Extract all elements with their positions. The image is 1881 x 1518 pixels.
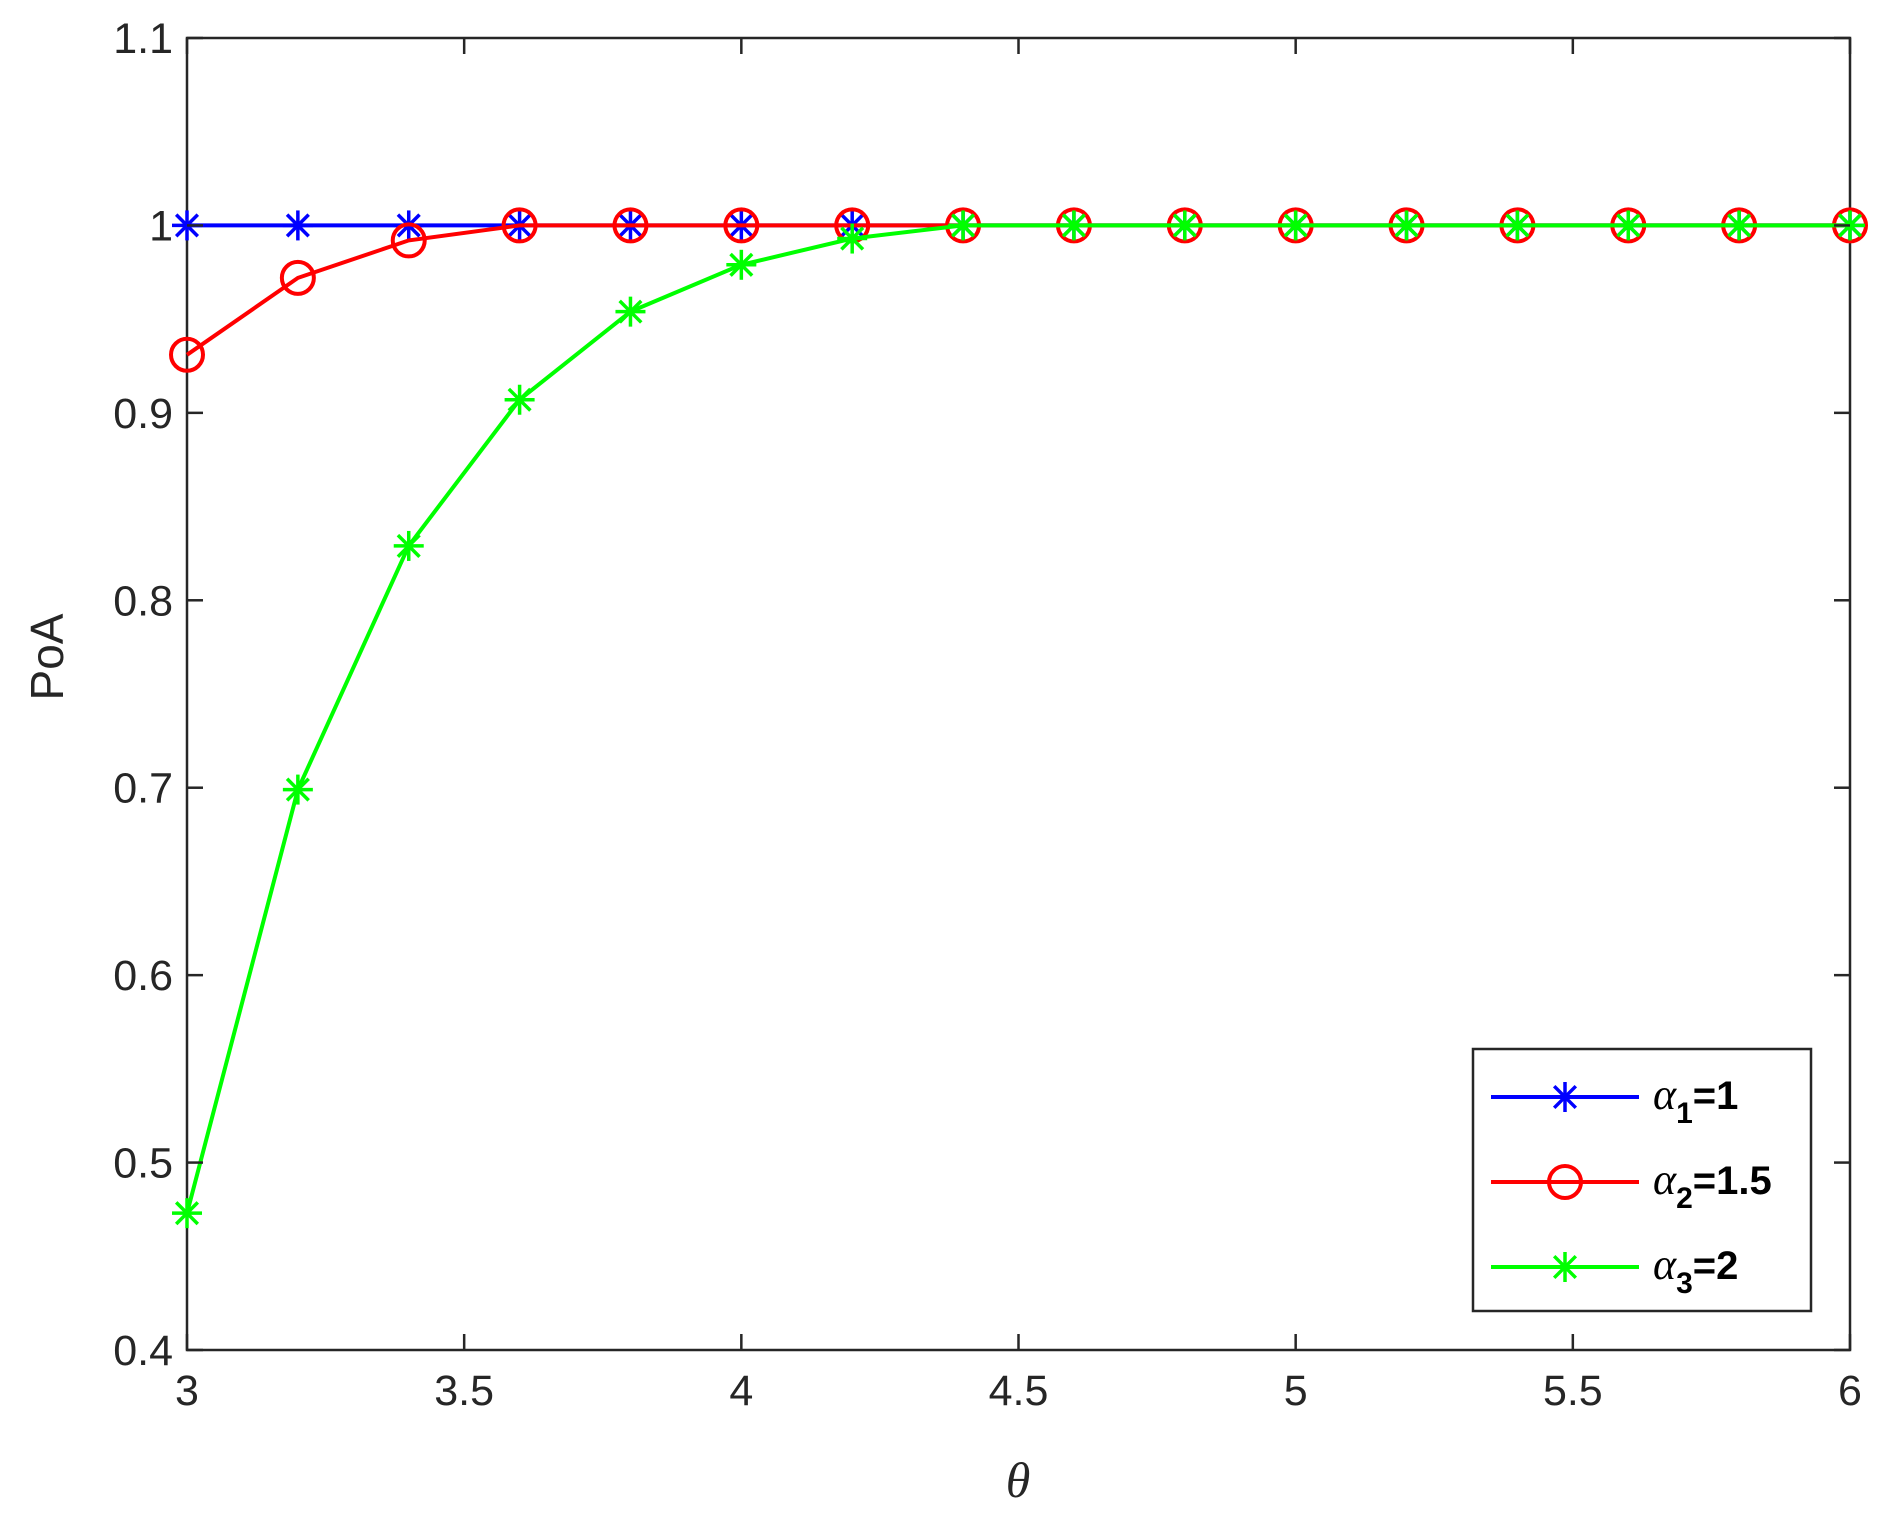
- y-axis-label: PoA: [21, 613, 73, 700]
- data-point: [1280, 210, 1311, 241]
- marker-stroke: [285, 213, 310, 238]
- marker-stroke: [507, 387, 532, 412]
- x-tick-label: 4.5: [989, 1367, 1049, 1415]
- y-tick-label: 1: [149, 202, 173, 250]
- legend-marker: [1550, 1252, 1580, 1282]
- marker-stroke: [1283, 213, 1308, 238]
- legend-item-3: α3=2: [1491, 1240, 1738, 1300]
- marker-stroke: [618, 299, 643, 324]
- marker-stroke: [1172, 213, 1197, 238]
- data-point: [948, 210, 979, 241]
- y-tick-label: 0.7: [113, 765, 173, 813]
- marker-stroke: [1727, 213, 1752, 238]
- data-point: [282, 774, 313, 805]
- data-point: [1058, 210, 1089, 241]
- data-point: [726, 249, 757, 280]
- legend-symbol: α: [1653, 1155, 1677, 1204]
- marker-stroke: [1552, 1254, 1578, 1280]
- legend-subscript: 1: [1676, 1097, 1693, 1130]
- y-tick-label: 1.1: [113, 15, 173, 63]
- data-point: [615, 296, 646, 327]
- data-point: [723, 207, 760, 244]
- legend-label: α3=2: [1653, 1240, 1738, 1300]
- data-point: [1169, 210, 1200, 241]
- legend-value: =1.5: [1693, 1159, 1772, 1203]
- data-point: [1502, 210, 1533, 241]
- axes-ticks: 3 3.5 4 4.5 5 5.5 6 0.4 0.5 0.6 0.7 0.8 0.9 1 1.1: [113, 15, 1862, 1415]
- marker-stroke: [951, 213, 976, 238]
- legend-value: =1: [1693, 1074, 1739, 1118]
- legend-symbol: α: [1653, 1070, 1677, 1119]
- data-point: [169, 336, 205, 373]
- x-axis-label: θ: [1006, 1452, 1031, 1508]
- data-point: [282, 210, 313, 241]
- data-point: [837, 223, 868, 254]
- marker-stroke: [840, 226, 865, 251]
- marker-stroke: [285, 777, 310, 802]
- data-point: [504, 384, 535, 415]
- data-point: [279, 259, 316, 296]
- legend-label: α1=1: [1653, 1070, 1738, 1130]
- data-point: [1613, 210, 1644, 241]
- data-point: [1724, 210, 1755, 241]
- legend-value: =2: [1693, 1244, 1739, 1288]
- marker-stroke: [1552, 1084, 1578, 1110]
- x-tick-label: 6: [1838, 1367, 1862, 1415]
- legend-subscript: 2: [1676, 1182, 1693, 1215]
- x-tick-label: 4: [729, 1367, 753, 1415]
- x-tick-label: 5: [1284, 1367, 1308, 1415]
- y-tick-label: 0.6: [113, 952, 173, 1000]
- legend-marker: [1547, 1164, 1583, 1200]
- x-tick-label: 5.5: [1543, 1367, 1603, 1415]
- series-layer: [169, 207, 1868, 1229]
- marker-stroke: [174, 1201, 200, 1226]
- data-point: [390, 222, 427, 259]
- y-tick-label: 0.4: [113, 1327, 173, 1375]
- marker-stroke: [729, 252, 754, 277]
- x-tick-label: 3.5: [434, 1367, 494, 1415]
- series-line: [185, 223, 1850, 1214]
- marker-stroke: [1061, 213, 1086, 238]
- marker-stroke: [1616, 213, 1641, 238]
- legend-marker: [1550, 1082, 1580, 1112]
- series-3: [172, 210, 1865, 1229]
- legend-subscript: 3: [1676, 1267, 1693, 1300]
- data-point: [1391, 210, 1422, 241]
- y-tick-label: 0.5: [113, 1140, 173, 1188]
- marker-stroke: [396, 533, 421, 558]
- x-tick-label: 3: [175, 1367, 199, 1415]
- data-point: [393, 530, 424, 561]
- marker-stroke: [1394, 213, 1419, 238]
- y-tick-label: 0.8: [113, 577, 173, 625]
- data-point: [172, 1198, 202, 1229]
- legend-symbol: α: [1653, 1240, 1677, 1289]
- y-tick-label: 0.9: [113, 390, 173, 438]
- legend: α1=1α2=1.5α3=2: [1471, 1047, 1813, 1313]
- marker-stroke: [1505, 213, 1530, 238]
- data-point: [501, 207, 538, 244]
- legend-label: α2=1.5: [1653, 1155, 1772, 1215]
- legend-item-1: α1=1: [1491, 1070, 1738, 1130]
- legend-item-2: α2=1.5: [1491, 1155, 1772, 1215]
- data-point: [612, 207, 649, 244]
